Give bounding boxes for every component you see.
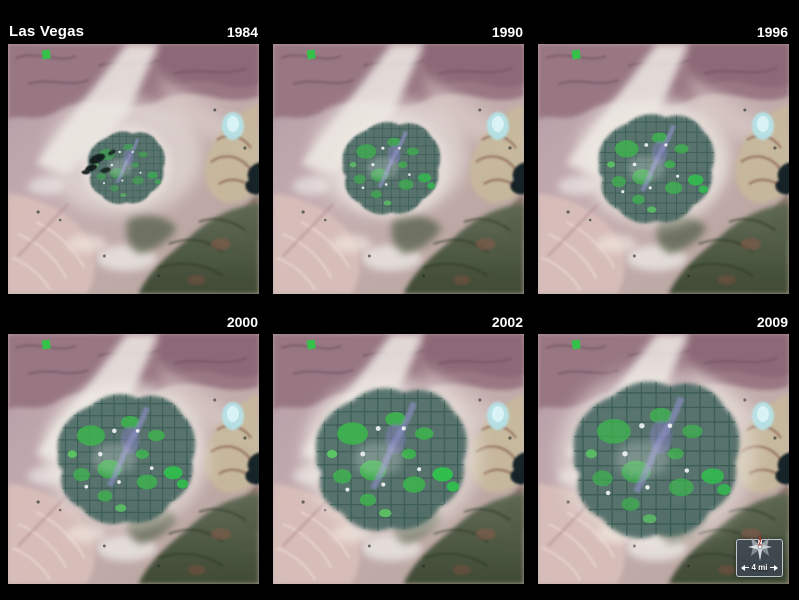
- urban-area: [333, 113, 450, 219]
- green-field-dot: [41, 49, 51, 60]
- dry-lake: [221, 402, 244, 430]
- scale-tick: [745, 567, 750, 568]
- urban-area: [44, 381, 209, 531]
- green-field-dot: [306, 339, 316, 350]
- desert-specks: [36, 398, 247, 568]
- urban-white-speckles: [361, 146, 411, 190]
- panel-header: Las Vegas 1990: [273, 16, 524, 44]
- satellite-terrain: [8, 334, 259, 584]
- dry-lake: [751, 402, 774, 430]
- scale-arrow-left-icon: [741, 564, 746, 571]
- satellite-image: [273, 334, 524, 584]
- urban-white-speckles: [621, 143, 680, 194]
- satellite-panel: Las Vegas 2000: [8, 306, 259, 584]
- dry-lake: [486, 112, 509, 140]
- panel-header: Las Vegas 1996: [538, 16, 789, 44]
- green-field-dot: [41, 339, 51, 350]
- scale-arrow-right-icon: [773, 564, 778, 571]
- urban-white-speckles: [102, 150, 142, 185]
- green-field-dot: [571, 49, 581, 60]
- compass-rose-icon: N: [747, 533, 772, 561]
- desert-specks: [301, 108, 512, 278]
- lake-mead: [245, 452, 259, 485]
- panel-title: Las Vegas: [9, 23, 85, 40]
- alluvial-fans: [273, 194, 372, 294]
- satellite-panel: Las Vegas 2002: [273, 306, 524, 584]
- urban-area: [587, 103, 726, 229]
- alluvial-fans: [8, 484, 107, 584]
- satellite-image: N 4 mi: [538, 334, 789, 584]
- satellite-image: [273, 44, 524, 294]
- desert-specks: [36, 108, 247, 278]
- panel-year-label: 1984: [226, 24, 258, 40]
- compass-scale-widget: N 4 mi: [736, 533, 783, 577]
- panel-year-label: 2002: [491, 314, 523, 330]
- satellite-panel: Las Vegas 1990: [273, 16, 524, 294]
- scale-bar: 4 mi: [741, 563, 778, 572]
- green-field-dot: [571, 339, 581, 350]
- panel-year-label: 1996: [756, 24, 788, 40]
- urban-area: [557, 366, 756, 546]
- satellite-terrain: [273, 334, 524, 584]
- satellite-image: [8, 44, 259, 294]
- satellite-panel: Las Vegas 1996: [538, 16, 789, 294]
- alluvial-fans: [8, 194, 107, 294]
- scale-label: 4 mi: [751, 563, 768, 572]
- lake-mead: [775, 162, 789, 195]
- satellite-terrain: [8, 44, 259, 294]
- dark-patches-1984: [81, 149, 116, 175]
- alluvial-fans: [273, 484, 372, 584]
- satellite-terrain: [538, 44, 789, 294]
- green-field-dot: [306, 49, 316, 60]
- satellite-panel: Las Vegas 2009: [538, 306, 789, 584]
- urban-white-speckles: [345, 426, 422, 492]
- dry-lake: [486, 402, 509, 430]
- lake-mead: [775, 452, 789, 485]
- panel-header: Las Vegas 1984: [8, 16, 259, 44]
- urban-white-speckles: [605, 423, 690, 496]
- satellite-terrain: [273, 44, 524, 294]
- lake-mead: [510, 452, 524, 485]
- compass-north-label: N: [757, 541, 761, 547]
- urban-white-speckles: [84, 428, 154, 489]
- panel-header: Las Vegas 2002: [273, 306, 524, 334]
- lake-mead: [245, 162, 259, 195]
- panel-header: Las Vegas 2009: [538, 306, 789, 334]
- dry-lake: [751, 112, 774, 140]
- irrigated-green-patches: [349, 137, 436, 206]
- desert-specks: [566, 108, 777, 278]
- mountains-bottom-right: [126, 204, 259, 294]
- urban-area: [80, 124, 173, 208]
- panel-year-label: 2000: [226, 314, 258, 330]
- scale-tick: [769, 567, 774, 568]
- satellite-panel: Las Vegas 1984: [8, 16, 259, 294]
- mountains-bottom-right: [391, 204, 524, 294]
- panel-header: Las Vegas 2000: [8, 306, 259, 334]
- desert-specks: [566, 398, 777, 568]
- alluvial-fans: [538, 194, 637, 294]
- lake-mead: [510, 162, 524, 195]
- satellite-image: [8, 334, 259, 584]
- panel-year-label: 2009: [756, 314, 788, 330]
- dry-lake: [221, 112, 244, 140]
- satellite-image: [538, 44, 789, 294]
- urban-area: [301, 374, 482, 538]
- panel-year-label: 1990: [491, 24, 523, 40]
